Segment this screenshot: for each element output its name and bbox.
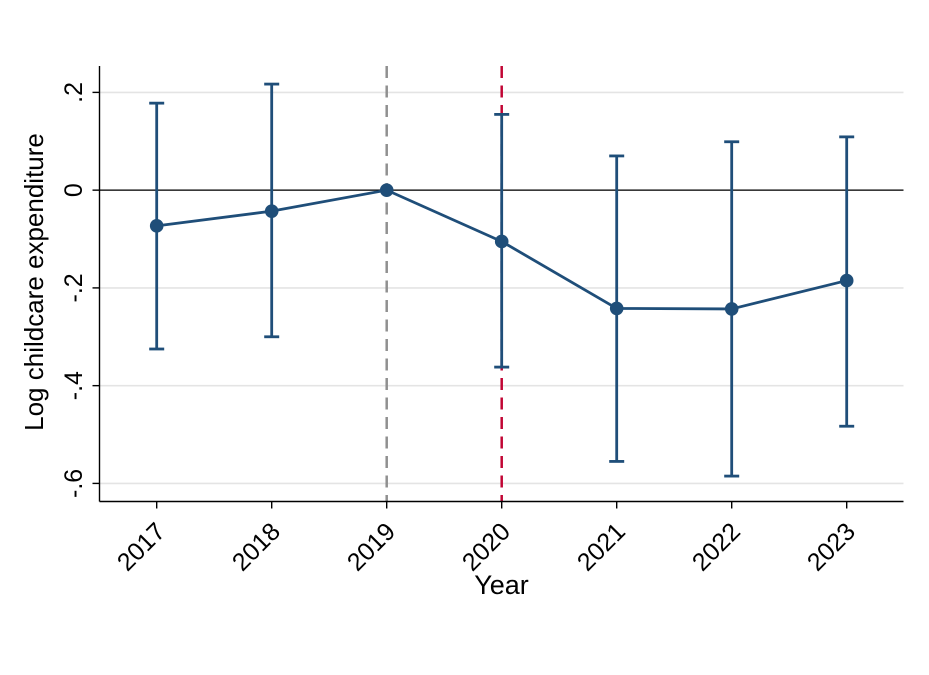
data-point-2023	[839, 273, 854, 288]
y-tick-label: -.6	[60, 469, 88, 498]
markers-layer	[149, 183, 854, 316]
x-tick-label: 2023	[802, 517, 861, 576]
axes-layer: .2 0 -.2 -.4 -.6 2017 2018 2019 2020 2021 2022 2023	[60, 66, 904, 577]
x-tick-label: 2021	[572, 517, 631, 576]
y-tick-label: 0	[60, 183, 88, 197]
x-tick-label: 2022	[687, 517, 746, 576]
y-axis-title: Log childcare expenditure	[19, 133, 49, 431]
y-tick-label: -.4	[60, 371, 88, 400]
x-tick-label: 2017	[112, 517, 171, 576]
x-tick-label: 2019	[342, 517, 401, 576]
data-point-2018	[264, 204, 279, 218]
x-tick-label: 2018	[227, 517, 286, 576]
y-tick-label: -.2	[60, 273, 88, 302]
data-point-2020	[494, 234, 509, 249]
x-axis-title: Year	[474, 570, 529, 600]
data-point-2021	[609, 301, 624, 316]
x-tick-label: 2020	[457, 517, 516, 576]
data-point-2022	[724, 302, 739, 316]
data-point-2019	[379, 183, 394, 197]
y-tick-label: .2	[60, 82, 88, 103]
data-point-2017	[149, 219, 164, 233]
